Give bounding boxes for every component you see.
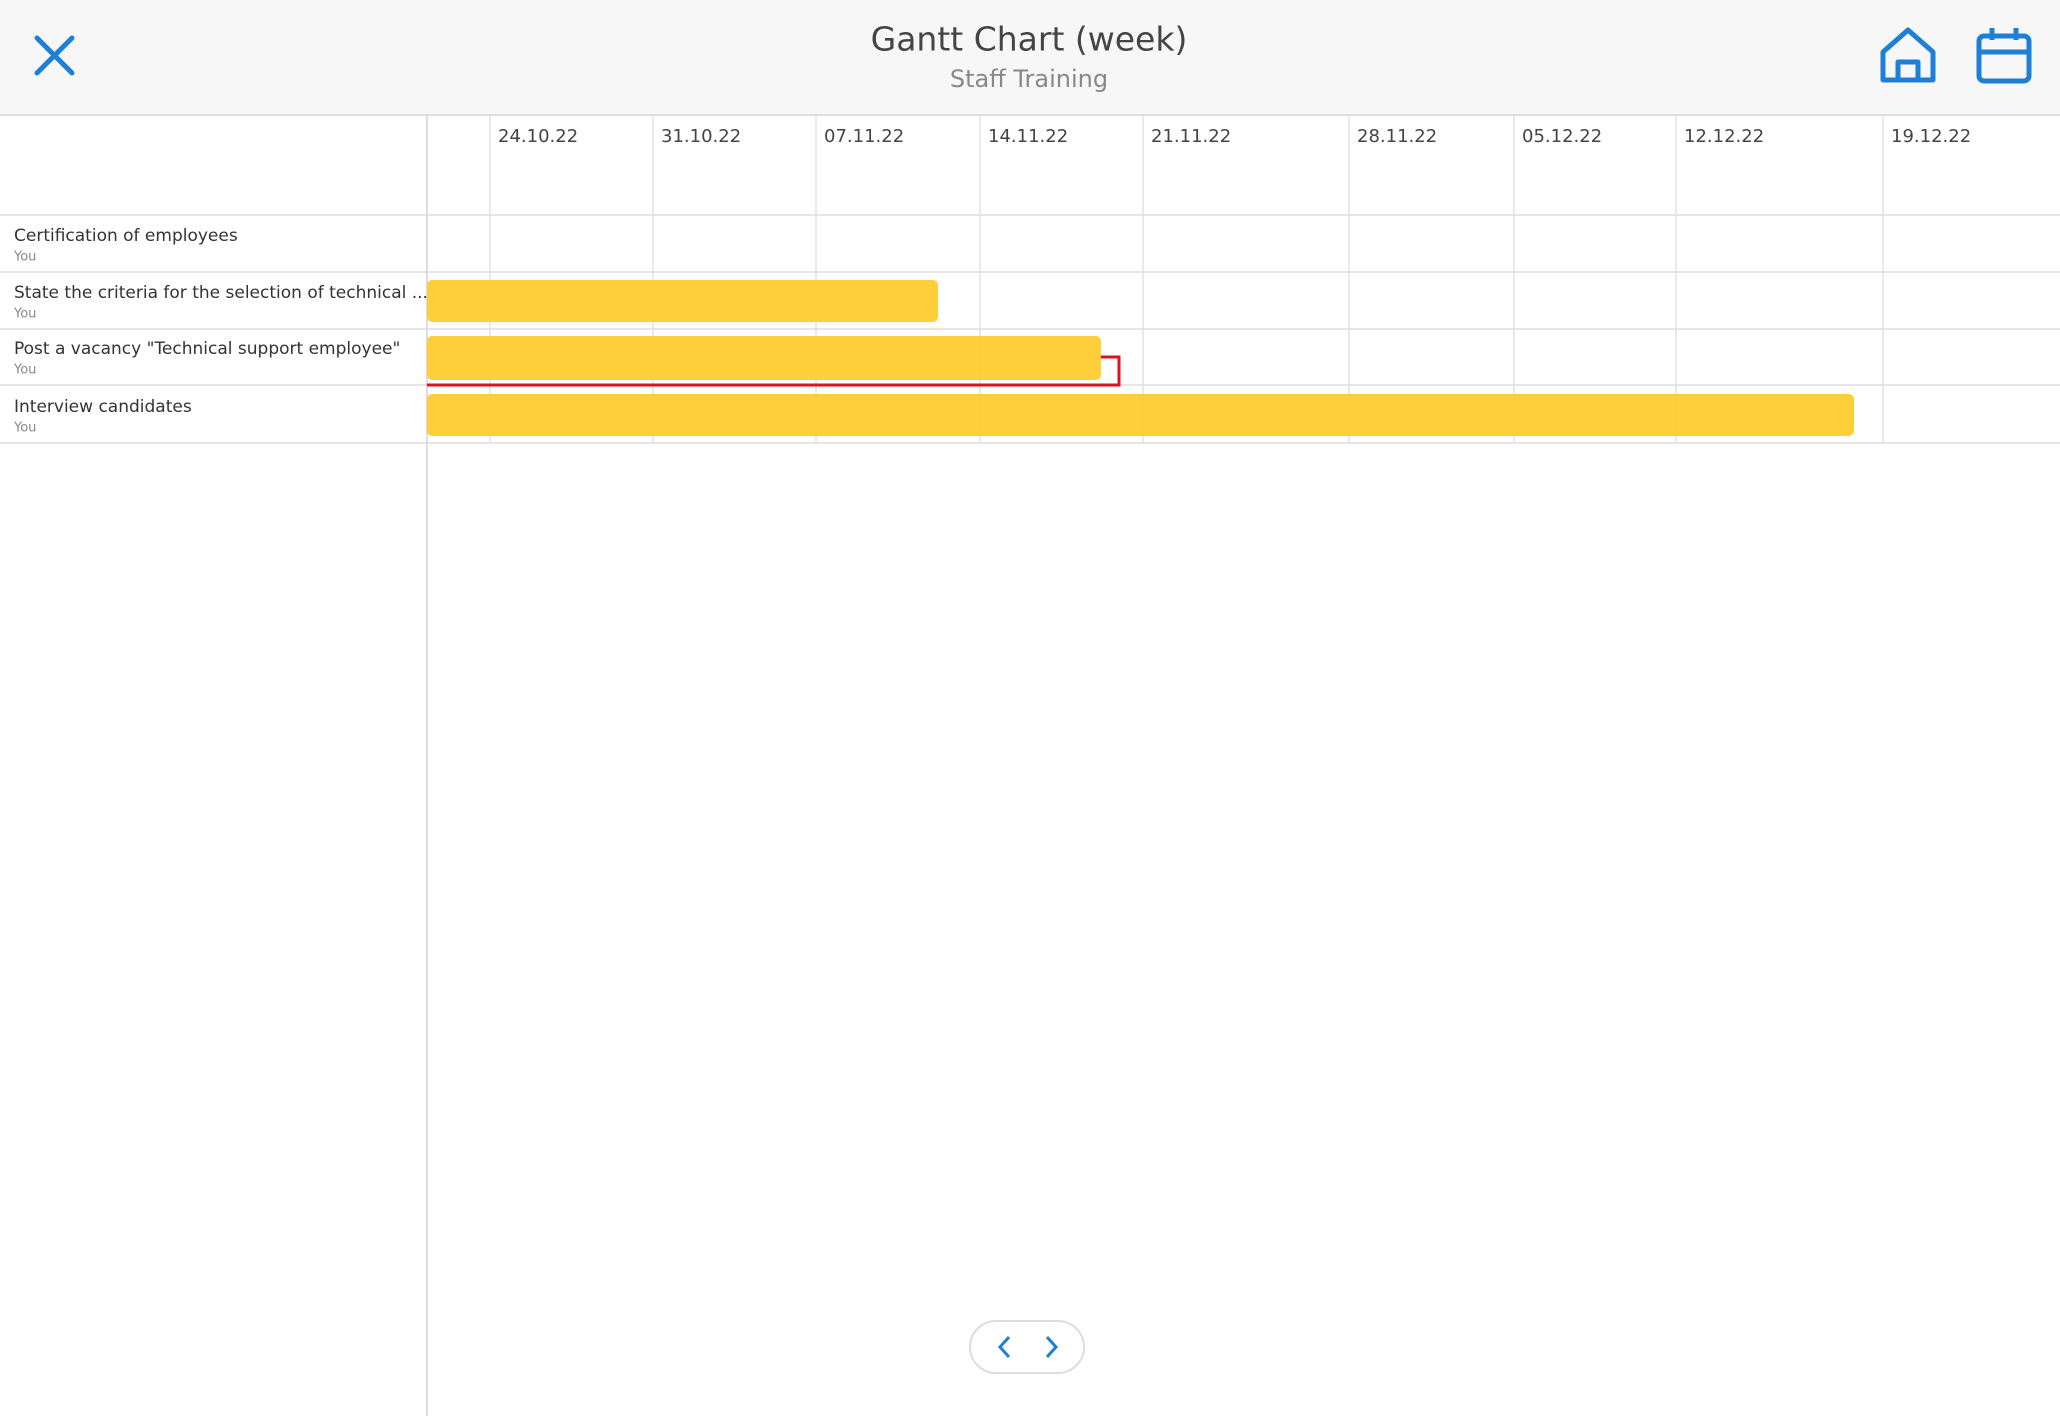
date-label: 21.11.22 <box>1151 126 1231 147</box>
date-label: 05.12.22 <box>1522 126 1602 147</box>
date-label: 12.12.22 <box>1684 126 1764 147</box>
task-bar[interactable] <box>427 336 1101 380</box>
task-name: Interview candidates <box>14 397 192 417</box>
task-name: State the criteria for the selection of … <box>14 283 428 303</box>
grid: 24.10.22 31.10.22 07.11.22 14.11.22 21.11.22… <box>489 115 1971 443</box>
bars <box>427 280 1854 436</box>
close-button[interactable] <box>34 35 75 76</box>
task-name: Post a vacancy "Technical support employ… <box>14 339 400 359</box>
home-button[interactable] <box>1880 27 1936 83</box>
date-label: 19.12.22 <box>1891 126 1971 147</box>
task-assignee: You <box>13 421 36 436</box>
title: Gantt Chart (week) <box>871 20 1188 59</box>
prev-button[interactable] <box>997 1335 1011 1359</box>
task-assignee: You <box>13 307 36 322</box>
task-assignee: You <box>13 250 36 265</box>
header-bar <box>0 0 2060 115</box>
dependency-link <box>427 355 1121 387</box>
calendar-button[interactable] <box>1976 28 2032 84</box>
date-label: 24.10.22 <box>498 126 578 147</box>
task-bar[interactable] <box>427 394 1854 436</box>
date-label: 07.11.22 <box>824 126 904 147</box>
date-label: 28.11.22 <box>1357 126 1437 147</box>
subtitle: Staff Training <box>950 65 1108 93</box>
nav-pill <box>969 1320 1085 1374</box>
date-label: 31.10.22 <box>661 126 741 147</box>
next-button[interactable] <box>1045 1335 1059 1359</box>
task-name: Certification of employees <box>14 226 238 246</box>
task-assignee: You <box>13 363 36 378</box>
date-label: 14.11.22 <box>988 126 1068 147</box>
task-bar[interactable] <box>427 280 938 322</box>
